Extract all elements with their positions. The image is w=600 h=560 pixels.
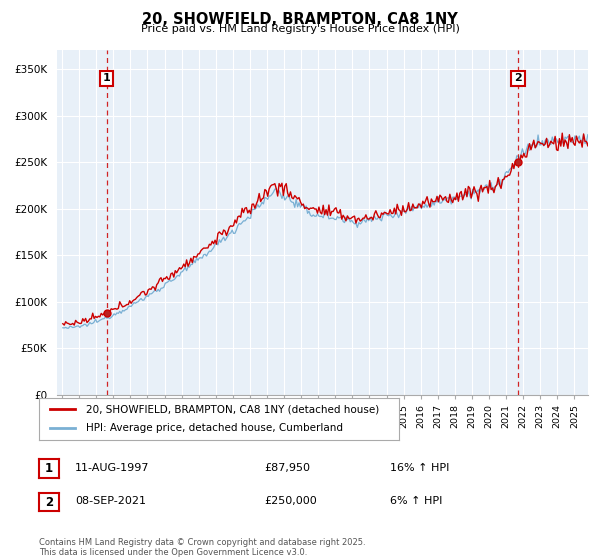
Text: 16% ↑ HPI: 16% ↑ HPI [390, 463, 449, 473]
Text: 1: 1 [45, 462, 53, 475]
Text: 2: 2 [514, 73, 522, 83]
Text: 1: 1 [103, 73, 110, 83]
Text: 20, SHOWFIELD, BRAMPTON, CA8 1NY (detached house): 20, SHOWFIELD, BRAMPTON, CA8 1NY (detach… [86, 404, 379, 414]
Text: £250,000: £250,000 [264, 496, 317, 506]
Text: Price paid vs. HM Land Registry's House Price Index (HPI): Price paid vs. HM Land Registry's House … [140, 24, 460, 34]
Text: 08-SEP-2021: 08-SEP-2021 [75, 496, 146, 506]
Text: HPI: Average price, detached house, Cumberland: HPI: Average price, detached house, Cumb… [86, 423, 343, 433]
Text: 2: 2 [45, 496, 53, 508]
Text: 11-AUG-1997: 11-AUG-1997 [75, 463, 149, 473]
Text: Contains HM Land Registry data © Crown copyright and database right 2025.
This d: Contains HM Land Registry data © Crown c… [39, 538, 365, 557]
Text: £87,950: £87,950 [264, 463, 310, 473]
Text: 6% ↑ HPI: 6% ↑ HPI [390, 496, 442, 506]
Text: 20, SHOWFIELD, BRAMPTON, CA8 1NY: 20, SHOWFIELD, BRAMPTON, CA8 1NY [142, 12, 458, 27]
